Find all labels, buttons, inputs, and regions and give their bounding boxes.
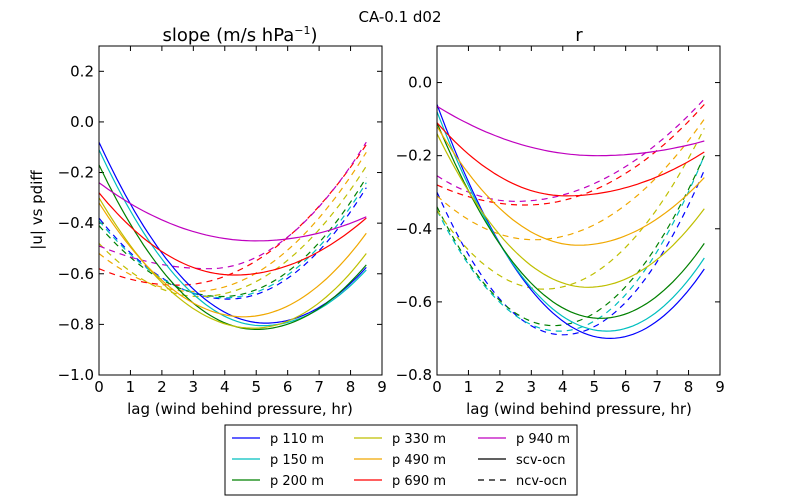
r-series-p-150-m-ncv-ocn xyxy=(436,155,705,332)
panel-slope-frame xyxy=(98,45,383,376)
x-tick-label: 3 xyxy=(189,378,199,396)
y-tick-label: −0.2 xyxy=(58,164,94,182)
x-tick-label: 5 xyxy=(589,378,599,396)
x-tick-label: 0 xyxy=(432,378,442,396)
r-series-p-940-m-ncv-ocn xyxy=(436,98,705,203)
x-tick-label: 2 xyxy=(157,378,167,396)
panel-r: r lag (wind behind pressure, hr) 0 1 2 3 4 5 6… xyxy=(396,25,725,418)
panel-slope: slope (m/s hPa−1) lag (wind behind press… xyxy=(28,24,387,418)
r-series-p-490-m-scv-ocn xyxy=(436,126,705,246)
r-series-p-330-m-scv-ocn xyxy=(436,133,705,288)
legend-label: ncv-ocn xyxy=(516,474,567,489)
legend-box xyxy=(224,424,578,496)
y-tick-label: −1.0 xyxy=(58,366,94,384)
x-tick-label: 9 xyxy=(715,378,725,396)
panel-r-title: r xyxy=(575,25,583,46)
x-tick-label: 8 xyxy=(346,378,356,396)
x-tick-label: 4 xyxy=(220,378,230,396)
slope-series-p-330-m-ncv-ocn xyxy=(98,165,367,298)
x-tick-label: 7 xyxy=(652,378,662,396)
x-tick-label: 3 xyxy=(527,378,537,396)
panel-slope-xlabel: lag (wind behind pressure, hr) xyxy=(127,400,353,418)
y-tick-label: −0.4 xyxy=(58,214,94,232)
slope-series-p-690-m-ncv-ocn xyxy=(98,144,367,286)
x-tick-label: 7 xyxy=(314,378,324,396)
panel-slope-title-end: ) xyxy=(311,25,318,46)
panel-slope-title-sup: −1 xyxy=(294,24,310,37)
x-tick-label: 5 xyxy=(251,378,261,396)
x-tick-label: 1 xyxy=(126,378,136,396)
x-tick-label: 1 xyxy=(464,378,474,396)
legend-label: p 330 m xyxy=(392,432,446,447)
panel-r-xlabel: lag (wind behind pressure, hr) xyxy=(466,400,692,418)
y-tick-label: −0.4 xyxy=(396,220,432,238)
y-tick-label: −0.6 xyxy=(58,265,94,283)
legend-label: p 490 m xyxy=(392,453,446,468)
r-series-p-110-m-scv-ocn xyxy=(436,104,705,340)
panel-slope-series xyxy=(98,141,367,330)
panel-slope-title-main: slope (m/s hPa xyxy=(162,25,294,46)
slope-series-p-940-m-ncv-ocn xyxy=(98,141,367,270)
slope-series-p-110-m-ncv-ocn xyxy=(98,187,367,300)
y-tick-label: 0.0 xyxy=(408,74,432,92)
panel-r-series xyxy=(436,98,705,340)
legend-label: p 690 m xyxy=(392,474,446,489)
legend: p 110 m p 150 m p 200 m p 330 m p 490 m p 690… xyxy=(224,424,578,496)
y-tick-label: 0.0 xyxy=(70,113,94,131)
x-tick-label: 8 xyxy=(684,378,694,396)
legend-label: p 110 m xyxy=(270,432,324,447)
panel-r-frame xyxy=(436,45,721,376)
legend-label: scv-ocn xyxy=(516,453,566,468)
panel-slope-ylabel: |u| vs pdiff xyxy=(28,170,46,250)
r-series-p-690-m-ncv-ocn xyxy=(436,104,705,206)
x-tick-label: 0 xyxy=(94,378,104,396)
y-tick-label: −0.8 xyxy=(58,315,94,333)
legend-label: p 200 m xyxy=(270,474,324,489)
r-series-p-490-m-ncv-ocn xyxy=(436,118,705,241)
panel-r-ticks: 0 1 2 3 4 5 6 7 8 9 −0.8 −0.6 −0.4 −0.2 0.0 xyxy=(396,46,725,396)
slope-series-p-150-m-scv-ocn xyxy=(98,149,367,327)
x-tick-label: 9 xyxy=(377,378,387,396)
y-tick-label: 0.2 xyxy=(70,62,94,80)
r-series-p-330-m-ncv-ocn xyxy=(436,128,705,290)
y-tick-label: −0.6 xyxy=(396,293,432,311)
slope-series-p-690-m-scv-ocn xyxy=(98,192,367,276)
x-tick-label: 4 xyxy=(558,378,568,396)
x-tick-label: 2 xyxy=(495,378,505,396)
r-series-p-690-m-scv-ocn xyxy=(436,122,705,197)
y-tick-label: −0.2 xyxy=(396,147,432,165)
slope-series-p-490-m-scv-ocn xyxy=(98,202,367,318)
legend-label: p 940 m xyxy=(516,432,570,447)
slope-series-p-200-m-ncv-ocn xyxy=(98,177,367,298)
panel-slope-title: slope (m/s hPa−1) xyxy=(162,24,317,46)
x-tick-label: 6 xyxy=(283,378,293,396)
r-series-p-940-m-scv-ocn xyxy=(436,105,705,157)
figure-suptitle: CA-0.1 d02 xyxy=(358,8,441,26)
slope-series-p-940-m-scv-ocn xyxy=(98,182,367,242)
legend-label: p 150 m xyxy=(270,453,324,468)
r-series-p-200-m-scv-ocn xyxy=(436,122,705,319)
r-series-p-200-m-ncv-ocn xyxy=(436,155,705,327)
slope-series-p-150-m-ncv-ocn xyxy=(98,182,367,299)
y-tick-label: −0.8 xyxy=(396,366,432,384)
x-tick-label: 6 xyxy=(621,378,631,396)
panel-slope-ticks: 0 1 2 3 4 5 6 7 8 9 −1.0 −0.8 −0.6 −0.4 −0.2 0.0 0.2 xyxy=(58,46,387,396)
slope-series-p-490-m-ncv-ocn xyxy=(98,151,367,293)
